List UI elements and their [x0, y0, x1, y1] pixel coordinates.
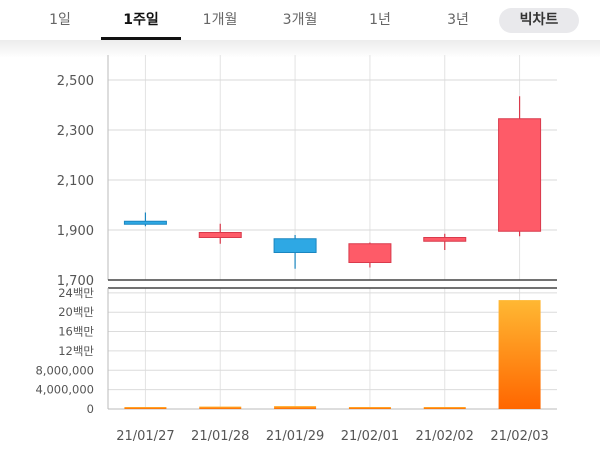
- price-ytick-label: 1,900: [57, 224, 94, 239]
- volume-ytick-label: 24백만: [58, 286, 94, 300]
- candle-body: [198, 232, 242, 238]
- volume-bar: [498, 300, 541, 409]
- tab-3years[interactable]: 3년: [447, 12, 469, 28]
- candle-body: [498, 118, 542, 232]
- tab-1year[interactable]: 1년: [369, 12, 391, 28]
- tabbar-shadow: [0, 40, 600, 58]
- price-ytick-label: 2,300: [57, 124, 94, 139]
- tab-1day[interactable]: 1일: [49, 12, 71, 28]
- volume-ytick-label: 0: [87, 402, 94, 416]
- tab-3months[interactable]: 3개월: [282, 12, 318, 28]
- candle-body: [423, 237, 467, 242]
- volume-bar: [348, 407, 391, 409]
- candle-body: [123, 220, 167, 225]
- price-ytick-label: 2,100: [57, 174, 94, 189]
- x-tick-label: 21/02/03: [490, 429, 548, 444]
- price-ytick-label: 2,500: [57, 74, 94, 89]
- big-chart-button[interactable]: 빅차트: [499, 8, 579, 33]
- x-tick-label: 21/02/01: [341, 429, 399, 444]
- candle-body: [348, 243, 392, 263]
- volume-ytick-label: 16백만: [58, 325, 94, 339]
- volume-ytick-label: 8,000,000: [35, 363, 94, 377]
- x-tick-label: 21/01/28: [191, 429, 249, 444]
- period-tab-bar: 1일 1주일 1개월 3개월 1년 3년 빅차트: [0, 0, 600, 40]
- volume-ytick-label: 12백만: [58, 344, 94, 358]
- volume-ytick-label: 20백만: [58, 305, 94, 319]
- volume-bar: [274, 406, 317, 409]
- x-tick-label: 21/01/27: [116, 429, 174, 444]
- volume-bar: [124, 407, 167, 409]
- x-tick-label: 21/01/29: [266, 429, 324, 444]
- volume-bar: [199, 406, 242, 409]
- x-tick-label: 21/02/02: [416, 429, 474, 444]
- volume-bar: [423, 407, 466, 409]
- tab-1month[interactable]: 1개월: [202, 12, 238, 28]
- candle-body: [273, 238, 317, 253]
- tab-1week[interactable]: 1주일: [101, 0, 181, 40]
- volume-ytick-label: 4,000,000: [35, 383, 94, 397]
- price-ytick-label: 1,700: [57, 274, 94, 289]
